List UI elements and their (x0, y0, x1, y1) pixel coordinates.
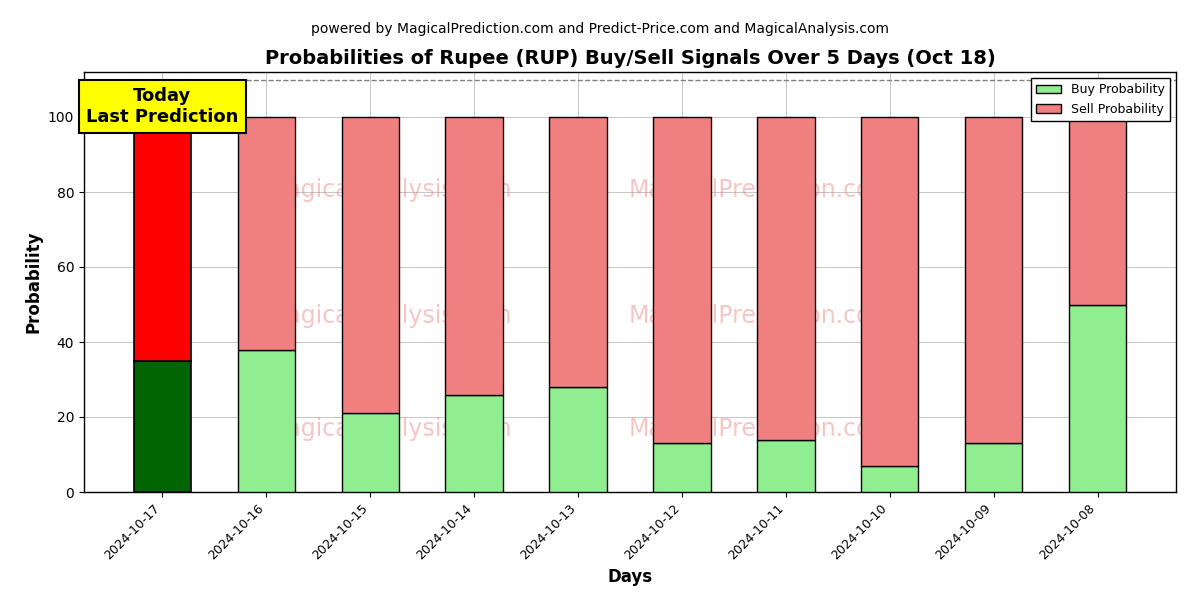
Bar (550, 387, 607, 492)
Bar (342, 117, 398, 413)
Bar (445, 395, 503, 492)
Bar (445, 117, 503, 395)
Text: MagicalPrediction.com: MagicalPrediction.com (629, 304, 894, 328)
Bar (757, 117, 815, 439)
Bar (1069, 117, 1127, 304)
Legend: Buy Probability, Sell Probability: Buy Probability, Sell Probability (1031, 78, 1170, 121)
Bar (862, 466, 918, 492)
Bar (238, 349, 295, 492)
Bar (133, 117, 191, 361)
Y-axis label: Probability: Probability (24, 231, 42, 333)
Bar (238, 117, 295, 349)
Text: MagicalAnalysis.com: MagicalAnalysis.com (268, 178, 512, 202)
Bar (1069, 304, 1127, 492)
Text: MagicalPrediction.com: MagicalPrediction.com (629, 178, 894, 202)
Text: MagicalAnalysis.com: MagicalAnalysis.com (268, 417, 512, 441)
Bar (653, 117, 710, 443)
Bar (965, 443, 1022, 492)
Bar (550, 117, 607, 387)
Bar (653, 443, 710, 492)
Title: Probabilities of Rupee (RUP) Buy/Sell Signals Over 5 Days (Oct 18): Probabilities of Rupee (RUP) Buy/Sell Si… (265, 49, 995, 68)
Text: Today
Last Prediction: Today Last Prediction (86, 87, 239, 126)
Bar (342, 413, 398, 492)
Bar (133, 361, 191, 492)
Text: MagicalAnalysis.com: MagicalAnalysis.com (268, 304, 512, 328)
Bar (862, 117, 918, 466)
Text: powered by MagicalPrediction.com and Predict-Price.com and MagicalAnalysis.com: powered by MagicalPrediction.com and Pre… (311, 22, 889, 36)
X-axis label: Days: Days (607, 568, 653, 586)
Bar (965, 117, 1022, 443)
Bar (757, 439, 815, 492)
Text: MagicalPrediction.com: MagicalPrediction.com (629, 417, 894, 441)
